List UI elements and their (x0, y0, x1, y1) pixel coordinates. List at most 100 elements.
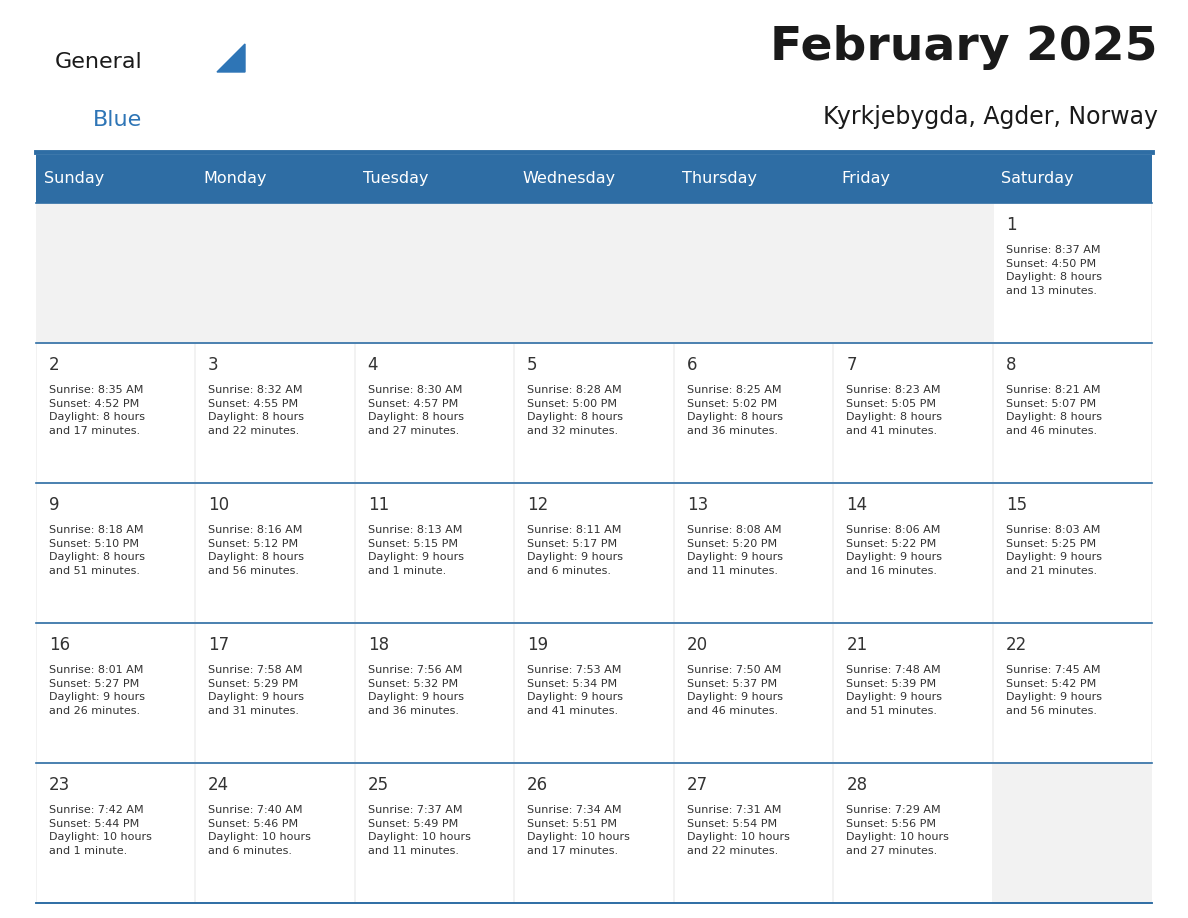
Text: 22: 22 (1006, 636, 1028, 654)
Bar (833, 623, 993, 763)
Bar (994, 344, 1151, 482)
Bar (993, 343, 1152, 483)
Bar (36, 203, 195, 343)
Bar (355, 623, 514, 763)
Text: Sunrise: 8:06 AM
Sunset: 5:22 PM
Daylight: 9 hours
and 16 minutes.: Sunrise: 8:06 AM Sunset: 5:22 PM Dayligh… (846, 525, 942, 576)
Text: Sunrise: 8:32 AM
Sunset: 4:55 PM
Daylight: 8 hours
and 22 minutes.: Sunrise: 8:32 AM Sunset: 4:55 PM Dayligh… (208, 385, 304, 436)
Text: Sunrise: 8:23 AM
Sunset: 5:05 PM
Daylight: 8 hours
and 41 minutes.: Sunrise: 8:23 AM Sunset: 5:05 PM Dayligh… (846, 385, 942, 436)
Text: Wednesday: Wednesday (523, 172, 615, 186)
Text: Tuesday: Tuesday (362, 172, 428, 186)
Text: Sunrise: 8:03 AM
Sunset: 5:25 PM
Daylight: 9 hours
and 21 minutes.: Sunrise: 8:03 AM Sunset: 5:25 PM Dayligh… (1006, 525, 1101, 576)
Text: 3: 3 (208, 356, 219, 374)
Bar (355, 203, 514, 343)
Text: Sunrise: 7:45 AM
Sunset: 5:42 PM
Daylight: 9 hours
and 56 minutes.: Sunrise: 7:45 AM Sunset: 5:42 PM Dayligh… (1006, 665, 1101, 716)
Bar (196, 484, 354, 622)
Bar (355, 483, 514, 623)
Text: Sunrise: 8:28 AM
Sunset: 5:00 PM
Daylight: 8 hours
and 32 minutes.: Sunrise: 8:28 AM Sunset: 5:00 PM Dayligh… (527, 385, 624, 436)
Text: Sunrise: 7:48 AM
Sunset: 5:39 PM
Daylight: 9 hours
and 51 minutes.: Sunrise: 7:48 AM Sunset: 5:39 PM Dayligh… (846, 665, 942, 716)
Bar (675, 484, 833, 622)
Bar (514, 483, 674, 623)
Bar (36, 483, 195, 623)
Bar (993, 483, 1152, 623)
Text: Sunrise: 8:18 AM
Sunset: 5:10 PM
Daylight: 8 hours
and 51 minutes.: Sunrise: 8:18 AM Sunset: 5:10 PM Dayligh… (49, 525, 145, 576)
Bar (36, 155, 195, 203)
Text: 25: 25 (368, 776, 388, 794)
Bar (355, 344, 513, 482)
Text: Sunrise: 7:58 AM
Sunset: 5:29 PM
Daylight: 9 hours
and 31 minutes.: Sunrise: 7:58 AM Sunset: 5:29 PM Dayligh… (208, 665, 304, 716)
Bar (196, 764, 354, 902)
Bar (674, 203, 833, 343)
Bar (355, 155, 514, 203)
Text: Sunrise: 8:21 AM
Sunset: 5:07 PM
Daylight: 8 hours
and 46 minutes.: Sunrise: 8:21 AM Sunset: 5:07 PM Dayligh… (1006, 385, 1101, 436)
Text: 10: 10 (208, 496, 229, 514)
Bar (834, 344, 992, 482)
Bar (674, 155, 833, 203)
Text: 11: 11 (368, 496, 388, 514)
Text: Kyrkjebygda, Agder, Norway: Kyrkjebygda, Agder, Norway (823, 105, 1158, 129)
Text: 7: 7 (846, 356, 857, 374)
Text: 20: 20 (687, 636, 708, 654)
Text: 17: 17 (208, 636, 229, 654)
Text: 5: 5 (527, 356, 538, 374)
Text: Sunrise: 7:53 AM
Sunset: 5:34 PM
Daylight: 9 hours
and 41 minutes.: Sunrise: 7:53 AM Sunset: 5:34 PM Dayligh… (527, 665, 624, 716)
Text: 15: 15 (1006, 496, 1026, 514)
Bar (833, 203, 993, 343)
Bar (674, 483, 833, 623)
Bar (37, 764, 194, 902)
Bar (675, 624, 833, 762)
Bar (994, 484, 1151, 622)
Bar (196, 344, 354, 482)
Bar (993, 155, 1152, 203)
Text: Sunrise: 8:37 AM
Sunset: 4:50 PM
Daylight: 8 hours
and 13 minutes.: Sunrise: 8:37 AM Sunset: 4:50 PM Dayligh… (1006, 245, 1101, 296)
Text: Sunrise: 7:37 AM
Sunset: 5:49 PM
Daylight: 10 hours
and 11 minutes.: Sunrise: 7:37 AM Sunset: 5:49 PM Dayligh… (368, 805, 470, 856)
Text: Sunrise: 8:11 AM
Sunset: 5:17 PM
Daylight: 9 hours
and 6 minutes.: Sunrise: 8:11 AM Sunset: 5:17 PM Dayligh… (527, 525, 624, 576)
Bar (514, 343, 674, 483)
Text: 6: 6 (687, 356, 697, 374)
Bar (195, 343, 355, 483)
Text: Sunrise: 7:50 AM
Sunset: 5:37 PM
Daylight: 9 hours
and 46 minutes.: Sunrise: 7:50 AM Sunset: 5:37 PM Dayligh… (687, 665, 783, 716)
Text: Saturday: Saturday (1000, 172, 1074, 186)
Bar (514, 203, 674, 343)
Text: 23: 23 (49, 776, 70, 794)
Bar (993, 203, 1152, 343)
Bar (833, 155, 993, 203)
Text: 19: 19 (527, 636, 549, 654)
Text: Sunrise: 7:29 AM
Sunset: 5:56 PM
Daylight: 10 hours
and 27 minutes.: Sunrise: 7:29 AM Sunset: 5:56 PM Dayligh… (846, 805, 949, 856)
Bar (994, 204, 1151, 342)
Bar (195, 763, 355, 903)
Text: 21: 21 (846, 636, 867, 654)
Bar (516, 484, 672, 622)
Text: Sunrise: 8:08 AM
Sunset: 5:20 PM
Daylight: 9 hours
and 11 minutes.: Sunrise: 8:08 AM Sunset: 5:20 PM Dayligh… (687, 525, 783, 576)
Bar (994, 624, 1151, 762)
Bar (37, 344, 194, 482)
Bar (834, 764, 992, 902)
Bar (993, 623, 1152, 763)
Bar (37, 484, 194, 622)
Bar (516, 764, 672, 902)
Text: 28: 28 (846, 776, 867, 794)
Bar (514, 763, 674, 903)
Text: February 2025: February 2025 (771, 25, 1158, 70)
Bar (355, 484, 513, 622)
Text: Sunrise: 8:30 AM
Sunset: 4:57 PM
Daylight: 8 hours
and 27 minutes.: Sunrise: 8:30 AM Sunset: 4:57 PM Dayligh… (368, 385, 463, 436)
Bar (195, 155, 355, 203)
Text: 8: 8 (1006, 356, 1016, 374)
Bar (355, 763, 514, 903)
Text: Sunrise: 7:42 AM
Sunset: 5:44 PM
Daylight: 10 hours
and 1 minute.: Sunrise: 7:42 AM Sunset: 5:44 PM Dayligh… (49, 805, 152, 856)
Bar (36, 763, 195, 903)
Text: 26: 26 (527, 776, 549, 794)
Polygon shape (217, 44, 245, 72)
Text: 1: 1 (1006, 216, 1017, 234)
Bar (833, 343, 993, 483)
Text: Sunrise: 7:56 AM
Sunset: 5:32 PM
Daylight: 9 hours
and 36 minutes.: Sunrise: 7:56 AM Sunset: 5:32 PM Dayligh… (368, 665, 463, 716)
Bar (195, 203, 355, 343)
Text: 24: 24 (208, 776, 229, 794)
Text: Sunrise: 7:34 AM
Sunset: 5:51 PM
Daylight: 10 hours
and 17 minutes.: Sunrise: 7:34 AM Sunset: 5:51 PM Dayligh… (527, 805, 630, 856)
Bar (196, 624, 354, 762)
Bar (834, 484, 992, 622)
Bar (355, 624, 513, 762)
Text: 12: 12 (527, 496, 549, 514)
Bar (355, 764, 513, 902)
Bar (37, 624, 194, 762)
Text: 14: 14 (846, 496, 867, 514)
